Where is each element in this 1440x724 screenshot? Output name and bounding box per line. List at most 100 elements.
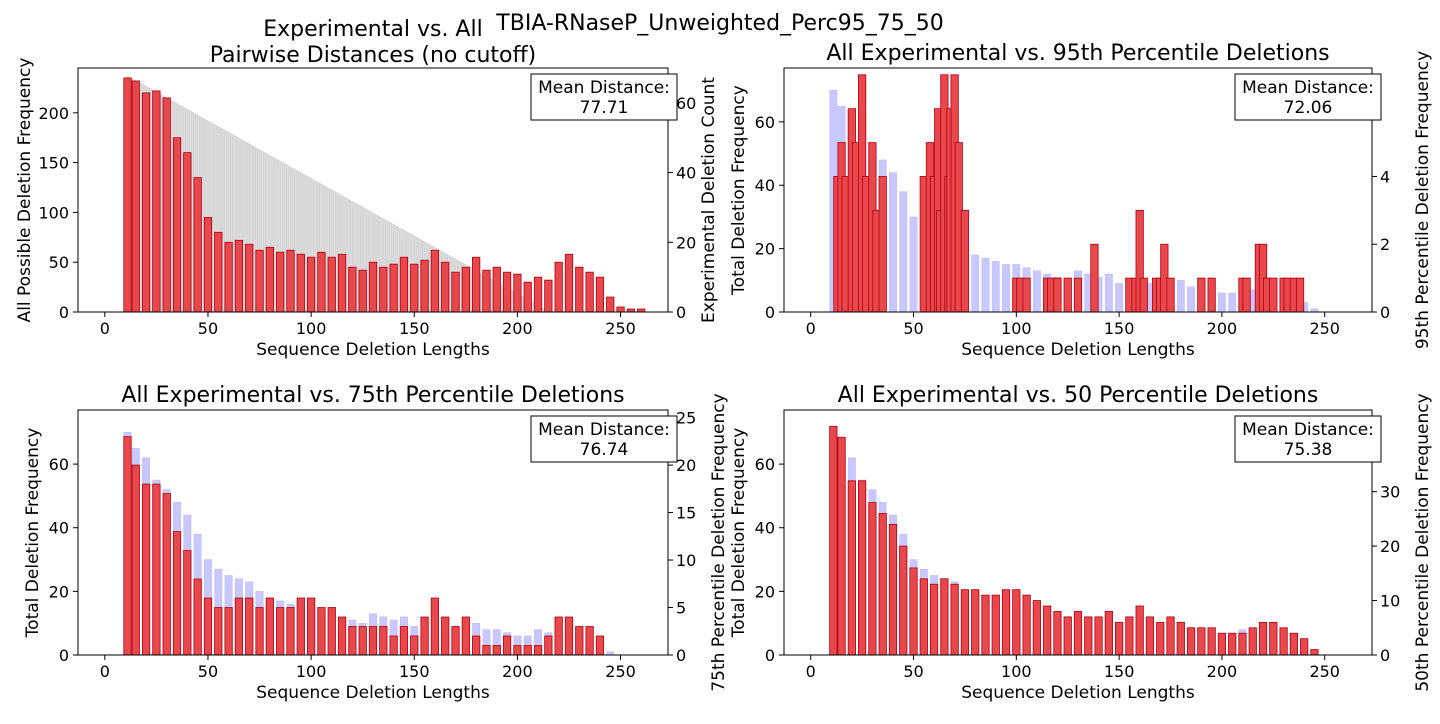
- data-bar: [420, 259, 429, 313]
- x-tick-label: 100: [1001, 319, 1032, 338]
- x-tick-label: 150: [399, 319, 430, 338]
- chart-panel-3: 0 50 100 150 200 250 0 20 40 60 0 5 10 15 20 25 All Expe…: [23, 383, 729, 703]
- data-bar: [224, 241, 233, 313]
- data-bar: [203, 597, 213, 656]
- data-bar: [276, 607, 285, 656]
- y-left-tick-label: 200: [38, 104, 69, 123]
- x-tick-label: 100: [296, 662, 327, 681]
- data-bar: [1258, 621, 1268, 656]
- data-bar: [878, 176, 887, 313]
- data-bar: [1073, 277, 1083, 313]
- data-bar: [1063, 616, 1072, 656]
- y-right-tick-label: 20: [1380, 537, 1400, 556]
- chart-panel-1: 0 50 100 150 200 2500501001502000204060Experi…: [15, 17, 719, 360]
- data-bar: [929, 583, 939, 656]
- data-bar: [183, 550, 192, 656]
- data-bar: [214, 231, 223, 313]
- plot-frame: [783, 409, 1373, 656]
- mean-distance-label: Mean Distance:: [1242, 78, 1374, 98]
- data-bar: [296, 253, 305, 313]
- data-bar: [214, 607, 223, 656]
- data-bar: [899, 545, 908, 656]
- data-bar: [172, 137, 182, 313]
- chart-panel-2: 0 50 100 150 200 250 0 20 40 60 0 2 4 All Experimenta…: [729, 41, 1433, 360]
- data-bar: [1053, 277, 1062, 313]
- data-bar: [564, 616, 574, 656]
- data-bar: [1084, 616, 1093, 656]
- x-tick-label: 50: [198, 662, 218, 681]
- data-bar: [829, 425, 838, 656]
- y-right-tick-label: 20: [676, 233, 696, 252]
- mean-distance-value: 72.06: [1284, 98, 1333, 118]
- data-bar: [1228, 632, 1237, 656]
- data-bar: [960, 589, 970, 656]
- data-bar: [399, 626, 409, 656]
- x-tick-label: 200: [502, 319, 533, 338]
- data-bar: [1295, 277, 1305, 313]
- data-bar: [1300, 638, 1309, 656]
- data-bar: [141, 92, 151, 313]
- plot-frame: [77, 67, 669, 313]
- y-right-tick-label: 25: [676, 409, 696, 428]
- data-bar: [472, 635, 481, 656]
- y-right-tick-label: 0: [676, 303, 686, 322]
- data-bar: [523, 645, 532, 656]
- background-bar: [1104, 273, 1113, 313]
- data-bar: [616, 306, 625, 313]
- y-left-tick-label: 150: [38, 154, 69, 173]
- x-axis-label: Sequence Deletion Lengths: [256, 683, 490, 703]
- data-bar: [255, 249, 264, 313]
- mean-distance-value: 76.74: [580, 440, 629, 460]
- data-bar: [513, 273, 522, 313]
- data-bar: [286, 249, 295, 313]
- y-left-axis-label: Total Deletion Frequency: [729, 85, 749, 296]
- background-bar: [981, 257, 990, 313]
- data-bar: [368, 626, 378, 656]
- data-bar: [183, 152, 192, 313]
- data-bar: [255, 607, 264, 656]
- x-tick-label: 250: [605, 662, 636, 681]
- background-bar: [1187, 286, 1195, 313]
- data-bar: [981, 594, 990, 656]
- data-bar: [888, 523, 898, 656]
- data-bar: [554, 261, 563, 313]
- background-bar: [1218, 292, 1226, 313]
- data-bar: [950, 583, 959, 656]
- data-bar: [523, 281, 532, 313]
- y-right-tick-label: 15: [676, 504, 696, 523]
- chart-title: All Experimental vs. 75th Percentile Del…: [121, 383, 624, 408]
- data-bar: [327, 256, 336, 313]
- background-bar: [1228, 292, 1237, 313]
- background-bar: [1176, 280, 1185, 313]
- data-bar: [868, 502, 877, 656]
- x-tick-label: 250: [605, 319, 636, 338]
- data-bar: [1197, 627, 1206, 656]
- mean-distance-label: Mean Distance:: [538, 420, 670, 440]
- x-tick-label: 100: [1001, 662, 1032, 681]
- data-bar: [441, 616, 450, 656]
- data-bar: [1032, 600, 1041, 656]
- data-bar: [1135, 605, 1144, 656]
- data-bar: [513, 645, 522, 656]
- y-left-tick-label: 60: [49, 455, 69, 474]
- y-right-axis-label: Experimental Deletion Count: [699, 77, 719, 323]
- data-bar: [940, 578, 949, 656]
- data-bar: [502, 635, 512, 656]
- data-bar: [410, 635, 419, 656]
- data-bar: [1207, 277, 1216, 313]
- chart-title: All Experimental vs. 95th Percentile Del…: [826, 41, 1329, 66]
- x-tick-label: 150: [1104, 319, 1135, 338]
- y-left-tick-label: 0: [59, 303, 69, 322]
- data-bar: [317, 607, 326, 656]
- y-left-tick-label: 0: [765, 303, 775, 322]
- background-bar: [909, 216, 918, 313]
- data-bar: [606, 296, 615, 313]
- data-bar: [358, 626, 367, 656]
- y-right-tick-label: 4: [1380, 167, 1390, 186]
- plot-frame: [77, 409, 669, 656]
- y-right-tick-label: 2: [1380, 235, 1390, 254]
- y-right-tick-label: 5: [676, 599, 686, 618]
- data-bar: [193, 177, 202, 313]
- data-bar: [410, 263, 419, 313]
